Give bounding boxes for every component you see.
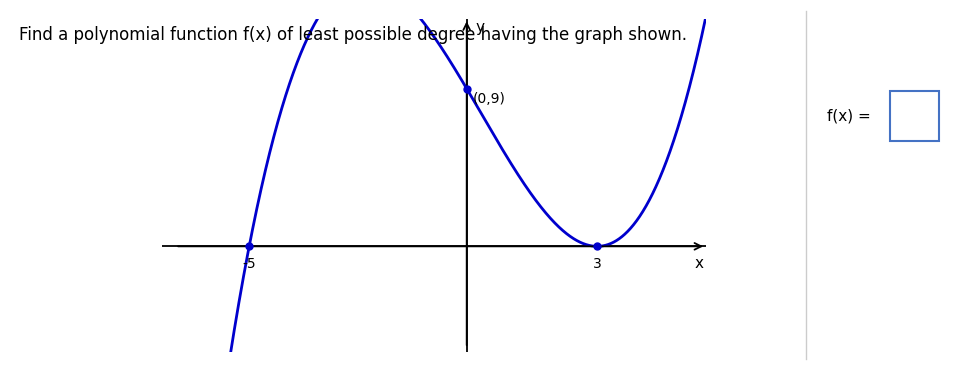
Text: 3: 3	[592, 257, 601, 271]
Text: f(x) =: f(x) =	[825, 108, 869, 123]
Text: (0,9): (0,9)	[473, 92, 506, 106]
Text: -5: -5	[242, 257, 255, 271]
Text: y: y	[475, 20, 484, 35]
Text: x: x	[694, 256, 703, 271]
FancyBboxPatch shape	[889, 91, 939, 141]
Text: Find a polynomial function f(x) of least possible degree having the graph shown.: Find a polynomial function f(x) of least…	[19, 26, 686, 44]
